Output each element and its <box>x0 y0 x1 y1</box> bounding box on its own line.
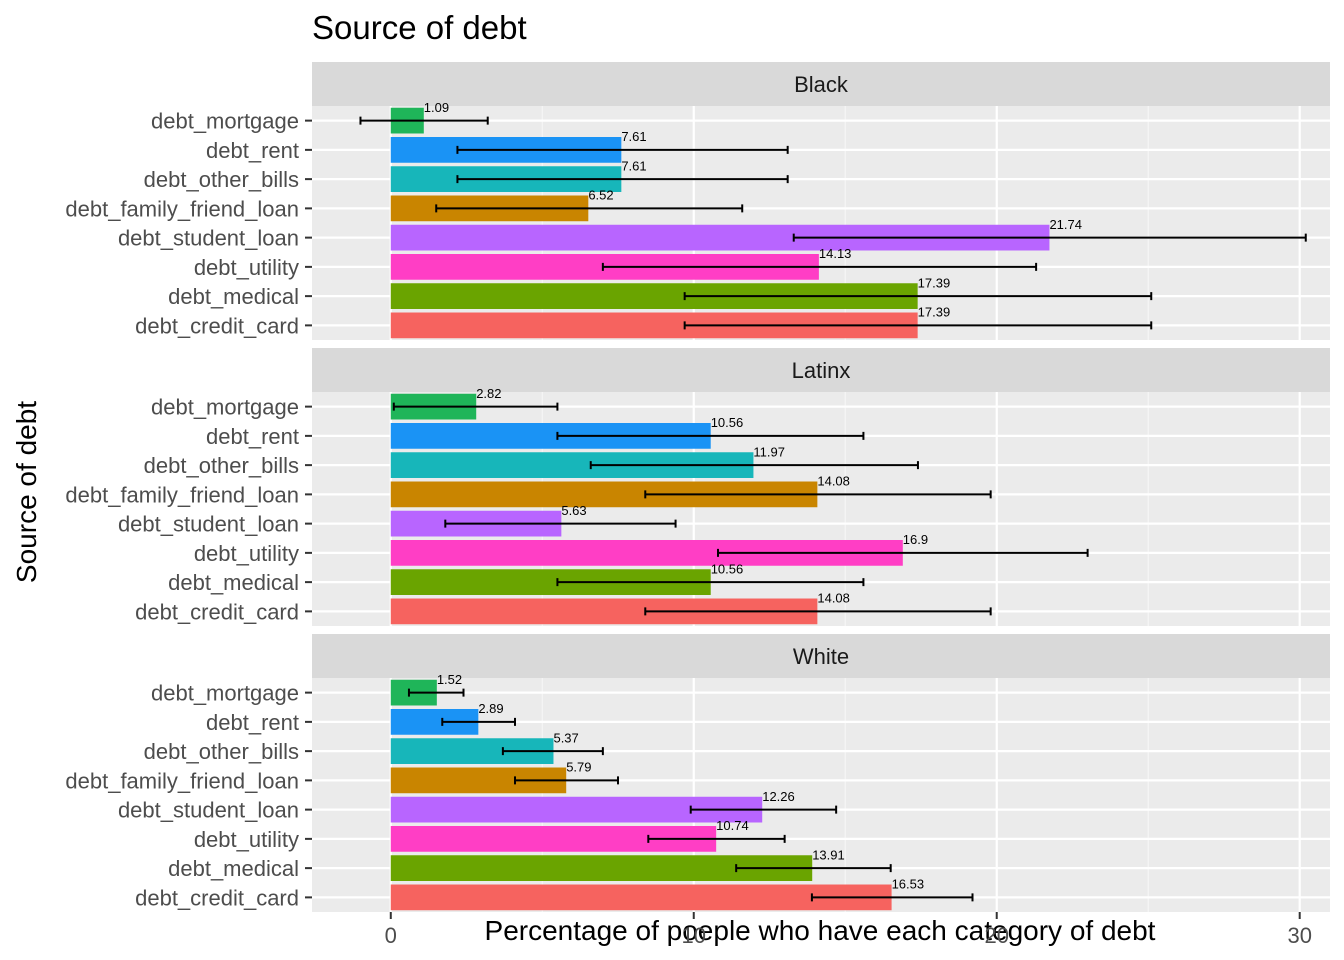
facet-panel-white: White 1.52 debt_mortgage 2.89 debt_rent 5.37 d… <box>65 634 1330 912</box>
error-bar-debt_mortgage <box>407 688 465 697</box>
error-bar-debt_credit_card <box>644 607 992 616</box>
error-bar-debt_other_bills <box>501 747 604 756</box>
data-label: 7.61 <box>621 158 646 173</box>
facet-strip <box>312 62 1330 106</box>
y-tick-label: debt_credit_card <box>135 885 299 910</box>
x-axis-title: Percentage of poeple who have each categ… <box>485 915 1156 946</box>
data-label: 1.52 <box>437 672 462 687</box>
data-label: 21.74 <box>1049 217 1082 232</box>
y-tick-label: debt_medical <box>168 284 299 309</box>
data-label: 6.52 <box>588 188 613 203</box>
y-tick-label: debt_mortgage <box>151 681 299 706</box>
error-bar-debt_student_loan <box>689 805 838 814</box>
error-bar-debt_mortgage <box>359 116 489 125</box>
bar-debt_credit_card <box>390 884 892 911</box>
data-label: 16.9 <box>903 532 928 547</box>
y-tick-label: debt_mortgage <box>151 109 299 134</box>
data-label: 14.13 <box>819 246 852 261</box>
x-tick-label: 0 <box>385 923 397 948</box>
data-label: 5.37 <box>553 730 578 745</box>
y-tick-label: debt_medical <box>168 856 299 881</box>
data-label: 14.08 <box>817 474 850 489</box>
y-tick-label: debt_family_friend_loan <box>65 768 299 793</box>
error-bar-debt_family_friend_loan <box>644 490 992 499</box>
data-label: 11.97 <box>753 444 785 459</box>
data-label: 13.91 <box>812 847 845 862</box>
y-tick-label: debt_student_loan <box>118 512 299 537</box>
facet-strip-label: Black <box>794 72 849 97</box>
y-tick-label: debt_utility <box>194 541 299 566</box>
data-label: 5.79 <box>566 760 591 775</box>
y-tick-label: debt_student_loan <box>118 226 299 251</box>
error-bar-debt_utility <box>647 834 786 843</box>
error-bar-debt_rent <box>556 431 865 440</box>
x-tick-label: 10 <box>682 923 706 948</box>
facet-strip-label: White <box>793 644 849 669</box>
y-tick-label: debt_other_bills <box>144 739 299 764</box>
facet-panels: Black 1.09 debt_mortgage 7.61 debt_rent 7.61 d… <box>65 62 1330 912</box>
data-label: 7.61 <box>621 129 646 144</box>
data-label: 10.74 <box>716 818 749 833</box>
x-tick-label: 30 <box>1287 923 1311 948</box>
error-bar-debt_medical <box>735 864 892 873</box>
error-bar-debt_rent <box>456 145 789 154</box>
error-bar-debt_student_loan <box>792 233 1307 242</box>
data-label: 17.39 <box>918 275 951 290</box>
y-tick-label: debt_credit_card <box>135 313 299 338</box>
error-bar-debt_utility <box>601 262 1038 271</box>
facet-strip-label: Latinx <box>792 358 851 383</box>
facet-panel-latinx: Latinx 2.82 debt_mortgage 10.56 debt_rent 11.… <box>65 348 1330 626</box>
facet-panel-black: Black 1.09 debt_mortgage 7.61 debt_rent 7.61 d… <box>65 62 1330 340</box>
error-bar-debt_student_loan <box>444 519 677 528</box>
data-label: 1.09 <box>424 100 449 115</box>
data-label: 5.63 <box>561 503 586 518</box>
y-tick-label: debt_other_bills <box>144 167 299 192</box>
y-axis-title: Source of debt <box>11 401 42 583</box>
data-label: 14.08 <box>817 591 850 606</box>
y-tick-label: debt_rent <box>206 424 299 449</box>
facet-strip <box>312 348 1330 392</box>
x-tick-label: 20 <box>984 923 1008 948</box>
y-tick-label: debt_family_friend_loan <box>65 196 299 221</box>
y-tick-label: debt_rent <box>206 710 299 735</box>
error-bar-debt_other_bills <box>589 461 919 470</box>
data-label: 10.56 <box>711 561 744 576</box>
y-tick-label: debt_student_loan <box>118 798 299 823</box>
y-tick-label: debt_other_bills <box>144 453 299 478</box>
data-label: 2.82 <box>476 386 501 401</box>
error-bar-debt_credit_card <box>683 321 1153 330</box>
error-bar-debt_rent <box>441 717 516 726</box>
y-tick-label: debt_medical <box>168 570 299 595</box>
data-label: 16.53 <box>892 877 925 892</box>
data-label: 12.26 <box>762 789 795 804</box>
facet-strip <box>312 634 1330 678</box>
x-axis: 0 10 20 30 <box>385 912 1312 948</box>
y-tick-label: debt_utility <box>194 255 299 280</box>
data-label: 10.56 <box>711 415 744 430</box>
error-bar-debt_credit_card <box>810 893 974 902</box>
chart-title: Source of debt <box>312 9 527 46</box>
error-bar-debt_family_friend_loan <box>435 204 744 213</box>
data-label: 17.39 <box>918 305 951 320</box>
y-tick-label: debt_mortgage <box>151 395 299 420</box>
error-bar-debt_other_bills <box>456 175 789 184</box>
y-tick-label: debt_credit_card <box>135 599 299 624</box>
y-tick-label: debt_family_friend_loan <box>65 482 299 507</box>
error-bar-debt_mortgage <box>392 402 559 411</box>
error-bar-debt_medical <box>556 578 865 587</box>
error-bar-debt_family_friend_loan <box>513 776 620 785</box>
data-label: 2.89 <box>478 701 503 716</box>
error-bar-debt_utility <box>716 548 1089 557</box>
y-tick-label: debt_utility <box>194 827 299 852</box>
error-bar-debt_medical <box>683 292 1153 301</box>
y-tick-label: debt_rent <box>206 138 299 163</box>
